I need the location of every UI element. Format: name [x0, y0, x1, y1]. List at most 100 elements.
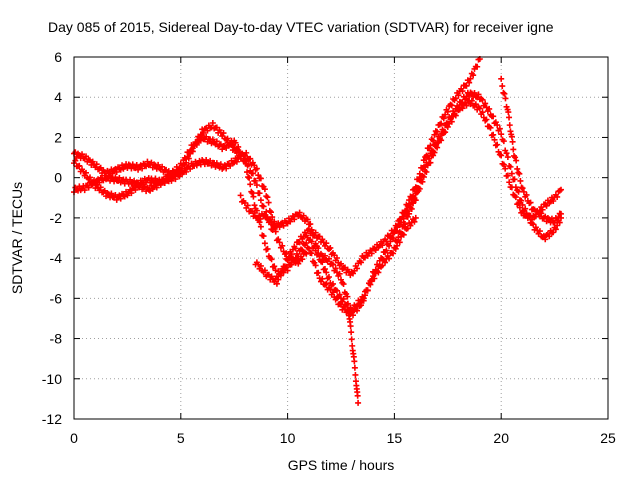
data-point — [325, 255, 332, 262]
data-point — [223, 165, 230, 172]
data-point — [276, 224, 283, 231]
data-point — [506, 179, 513, 186]
data-point — [117, 195, 124, 202]
data-point — [358, 302, 365, 309]
data-point — [266, 207, 273, 214]
data-point — [516, 204, 523, 211]
data-point — [183, 168, 190, 175]
data-point — [189, 145, 196, 152]
data-point — [113, 169, 120, 175]
data-point — [390, 250, 397, 257]
data-point — [329, 289, 336, 296]
data-point — [279, 242, 286, 249]
data-point — [319, 275, 326, 282]
y-tick-label: 0 — [54, 170, 62, 186]
data-point — [81, 187, 88, 194]
data-point — [257, 215, 264, 222]
data-point — [155, 161, 162, 168]
data-point — [360, 297, 367, 304]
data-point — [505, 109, 512, 116]
data-point — [247, 181, 254, 188]
data-point — [546, 233, 553, 240]
data-point — [244, 169, 251, 176]
data-point — [368, 276, 375, 283]
data-point — [264, 245, 271, 252]
data-point — [508, 170, 515, 177]
data-point — [472, 101, 479, 108]
data-point — [502, 165, 509, 172]
data-point — [128, 190, 135, 197]
data-point — [336, 291, 343, 298]
x-tick-label: 15 — [387, 430, 403, 446]
data-point — [93, 161, 100, 168]
data-point — [308, 250, 315, 257]
data-point — [512, 154, 519, 161]
data-point — [271, 263, 278, 270]
data-point — [500, 138, 507, 145]
data-point — [463, 82, 470, 89]
data-point — [508, 133, 515, 140]
data-point — [213, 138, 220, 145]
data-point — [256, 190, 263, 197]
data-point — [305, 245, 312, 252]
data-point — [550, 197, 557, 204]
data-point — [260, 203, 267, 210]
data-point — [362, 292, 369, 299]
y-tick-label: 6 — [54, 49, 62, 65]
data-point — [483, 116, 490, 123]
data-point — [336, 270, 343, 277]
data-point — [383, 247, 390, 254]
data-point — [452, 95, 459, 102]
data-point — [536, 228, 543, 235]
data-point — [519, 185, 526, 192]
data-point — [285, 254, 292, 261]
data-point — [394, 238, 401, 245]
data-point — [459, 88, 466, 95]
data-point — [463, 102, 470, 109]
data-point — [276, 239, 283, 246]
data-point — [246, 174, 253, 181]
data-point — [257, 262, 264, 269]
data-point — [263, 193, 270, 200]
data-point — [412, 214, 419, 221]
data-point — [267, 218, 274, 225]
data-point — [261, 212, 268, 219]
data-point — [255, 172, 262, 179]
data-point — [315, 269, 322, 276]
data-point — [498, 131, 505, 138]
data-point — [496, 125, 503, 132]
data-point — [558, 186, 565, 193]
data-point — [92, 180, 99, 187]
y-axis-label: SDTVAR / TECUs — [9, 182, 25, 294]
data-point — [277, 272, 284, 279]
data-point — [308, 238, 315, 245]
data-point — [402, 207, 409, 214]
data-point — [183, 155, 190, 162]
data-point — [534, 207, 541, 214]
data-point — [479, 96, 486, 103]
y-tick-label: -6 — [50, 290, 63, 306]
data-point — [355, 399, 362, 406]
data-point — [265, 199, 272, 206]
data-point — [312, 262, 319, 269]
data-point — [394, 224, 401, 231]
data-point — [187, 165, 194, 172]
data-point — [434, 128, 441, 135]
series-track-3 — [71, 89, 565, 319]
data-point — [420, 157, 427, 164]
data-point — [371, 269, 378, 276]
data-point — [452, 112, 459, 119]
data-point — [203, 156, 210, 163]
data-point — [500, 161, 507, 168]
y-tick-label: -12 — [42, 411, 62, 427]
data-point — [327, 244, 334, 251]
data-point — [243, 149, 250, 156]
data-point — [490, 131, 497, 138]
data-point — [511, 176, 518, 183]
data-point — [249, 170, 256, 177]
data-point — [350, 312, 357, 319]
data-point — [507, 163, 514, 170]
data-point — [558, 210, 565, 217]
data-point — [87, 174, 94, 181]
data-point — [475, 91, 482, 98]
